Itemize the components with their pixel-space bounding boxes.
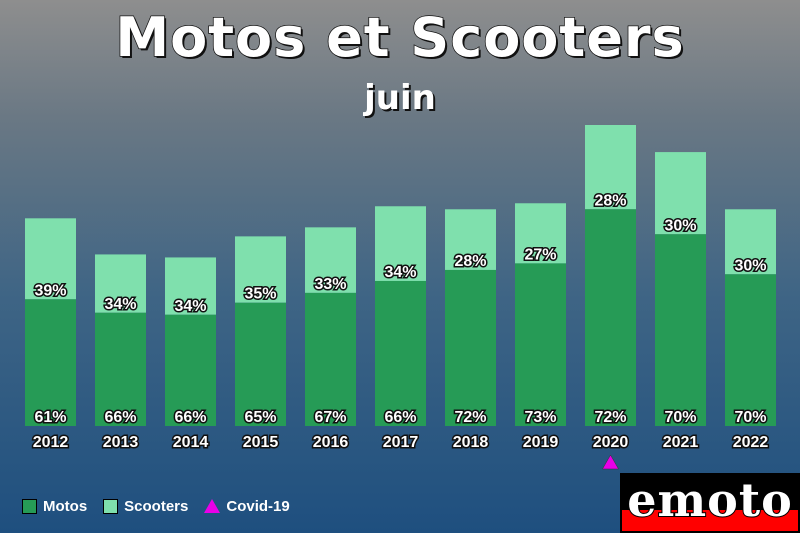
data-label-scooters-2014: 34% [174, 298, 206, 315]
data-label-motos-2016: 67% [314, 409, 346, 426]
data-label-motos-2022: 70% [734, 409, 766, 426]
legend-label-motos: Motos [43, 497, 88, 515]
covid-triangle-icon [204, 499, 221, 513]
bar-motos-2021 [655, 234, 706, 426]
bar-motos-2022 [725, 274, 776, 426]
bar-scooters-2020 [585, 125, 636, 210]
x-tick-label-2014: 2014 [173, 434, 209, 451]
x-tick-label-2018: 2018 [453, 434, 489, 451]
bar-motos-2018 [445, 269, 496, 426]
legend-item-motos: Motos [22, 498, 87, 515]
legend-item-covid: Covid-19 [204, 497, 290, 515]
bar-motos-2015 [235, 302, 286, 426]
data-label-scooters-2013: 34% [104, 296, 136, 313]
x-tick-label-2022: 2022 [733, 434, 769, 451]
x-tick-label-2021: 2021 [663, 434, 699, 451]
bar-motos-2014 [165, 314, 216, 426]
x-tick-label-2012: 2012 [33, 434, 69, 451]
bar-motos-2012 [25, 299, 76, 426]
covid-marker-2020 [602, 454, 619, 470]
bar-scooters-2019 [515, 203, 566, 264]
bar-scooters-2021 [655, 152, 706, 235]
chart-title: Motos et Scooters [115, 5, 685, 70]
data-label-scooters-2015: 35% [244, 286, 276, 303]
data-label-motos-2020: 72% [594, 409, 626, 426]
bar-scooters-2017 [375, 206, 426, 281]
logo-red-band [622, 510, 798, 531]
legend-swatch-motos [22, 498, 37, 514]
data-label-motos-2014: 66% [174, 409, 206, 426]
chart-subtitle: juin [364, 78, 436, 118]
data-label-scooters-2019: 27% [524, 246, 556, 263]
x-tick-label-2015: 2015 [243, 434, 279, 451]
legend-item-scooters: Scooters [103, 498, 188, 515]
x-tick-label-2017: 2017 [383, 434, 419, 451]
bar-scooters-2013 [95, 254, 146, 313]
bar-scooters-2014 [165, 257, 216, 315]
data-label-motos-2013: 66% [104, 409, 136, 426]
legend-label-covid: Covid-19 [226, 497, 290, 515]
x-tick-label-2019: 2019 [523, 434, 559, 451]
data-label-scooters-2017: 34% [384, 264, 416, 281]
bar-motos-2017 [375, 280, 426, 426]
bar-scooters-2018 [445, 209, 496, 270]
data-label-scooters-2012: 39% [34, 282, 66, 299]
x-tick-label-2020: 2020 [593, 434, 629, 451]
emoto-logo: emoto [620, 473, 800, 533]
legend: Motos Scooters Covid-19 [22, 496, 290, 516]
data-label-motos-2012: 61% [34, 409, 66, 426]
data-label-scooters-2021: 30% [664, 217, 696, 234]
bar-motos-2016 [305, 292, 356, 426]
data-label-motos-2019: 73% [524, 409, 556, 426]
bar-motos-2019 [515, 263, 566, 426]
legend-swatch-scooters [103, 498, 119, 514]
legend-label-scooters: Scooters [124, 497, 189, 515]
bar-motos-2020 [585, 209, 636, 426]
bar-scooters-2016 [305, 227, 356, 293]
logo-black-band [622, 475, 798, 512]
data-label-scooters-2022: 30% [734, 257, 766, 274]
x-tick-label-2016: 2016 [313, 434, 349, 451]
data-label-motos-2021: 70% [664, 409, 696, 426]
bar-scooters-2015 [235, 236, 286, 303]
data-label-motos-2018: 72% [454, 409, 486, 426]
data-label-motos-2015: 65% [244, 409, 276, 426]
bar-motos-2013 [95, 312, 146, 426]
data-label-scooters-2018: 28% [454, 253, 486, 270]
data-label-motos-2017: 66% [384, 409, 416, 426]
bar-scooters-2022 [725, 209, 776, 275]
data-label-scooters-2020: 28% [594, 192, 626, 209]
x-tick-label-2013: 2013 [103, 434, 139, 451]
data-label-scooters-2016: 33% [314, 276, 346, 293]
bar-scooters-2012 [25, 218, 76, 300]
logo-text: emoto [626, 473, 793, 527]
